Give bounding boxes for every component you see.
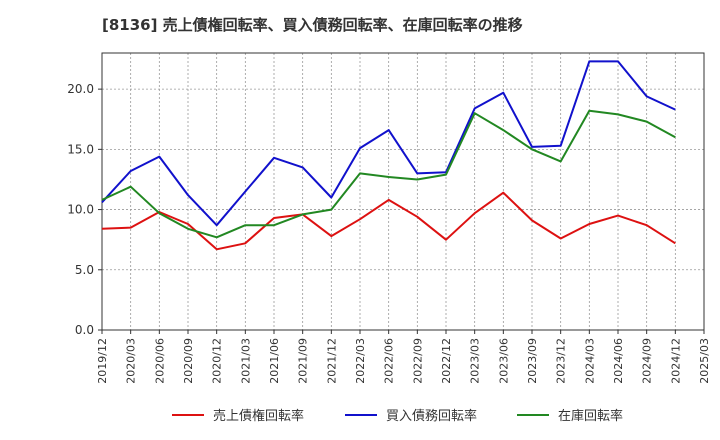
y-tick-label: 15.0	[67, 142, 94, 156]
x-tick-label: 2022/09	[411, 338, 424, 384]
x-tick-label: 2021/12	[325, 338, 338, 384]
y-tick-label: 0.0	[75, 323, 94, 337]
x-tick-label: 2023/03	[469, 338, 482, 384]
x-tick-label: 2023/09	[526, 338, 539, 384]
x-tick-label: 2023/12	[555, 338, 568, 384]
plot-frame	[101, 52, 705, 331]
series-lines	[101, 60, 676, 251]
x-tick-label: 2021/03	[239, 338, 252, 384]
plot-background	[102, 53, 704, 330]
y-axis-ticks: 0.0 5.0 10.0 15.0 20.0	[67, 82, 102, 337]
x-tick-label: 2021/06	[268, 338, 281, 384]
x-tick-label: 2023/06	[497, 338, 510, 384]
x-tick-label: 2021/09	[297, 338, 310, 384]
legend-label-1: 売上債権回転率	[213, 408, 304, 424]
x-tick-label: 2025/03	[698, 338, 711, 384]
series-line-2	[101, 60, 676, 227]
y-tick-label: 10.0	[67, 203, 94, 217]
x-tick-label: 2022/03	[354, 338, 367, 384]
y-tick-label: 5.0	[75, 263, 94, 277]
x-tick-label: 2024/03	[583, 338, 596, 384]
legend: 売上債権回転率 買入債務回転率 在庫回転率	[172, 408, 623, 424]
x-axis-ticks: 2019/12 2020/03 2020/06 2020/09 2020/12 2021/…	[96, 330, 711, 384]
x-tick-label: 2019/12	[96, 338, 109, 384]
x-tick-label: 2024/06	[612, 338, 625, 384]
legend-label-3: 在庫回転率	[558, 408, 623, 424]
x-tick-label: 2022/06	[383, 338, 396, 384]
legend-label-2: 買入債務回転率	[386, 408, 477, 424]
x-tick-label: 2020/06	[153, 338, 166, 384]
chart-title: [8136] 売上債権回転率、買入債務回転率、在庫回転率の推移	[102, 16, 523, 34]
x-tick-label: 2024/12	[669, 338, 682, 384]
x-tick-label: 2024/09	[641, 338, 654, 384]
series-line-3	[101, 109, 676, 239]
x-tick-label: 2020/03	[125, 338, 138, 384]
x-tick-label: 2022/12	[440, 338, 453, 384]
x-tick-label: 2020/09	[182, 338, 195, 384]
x-tick-label: 2020/12	[211, 338, 224, 384]
y-tick-label: 20.0	[67, 82, 94, 96]
